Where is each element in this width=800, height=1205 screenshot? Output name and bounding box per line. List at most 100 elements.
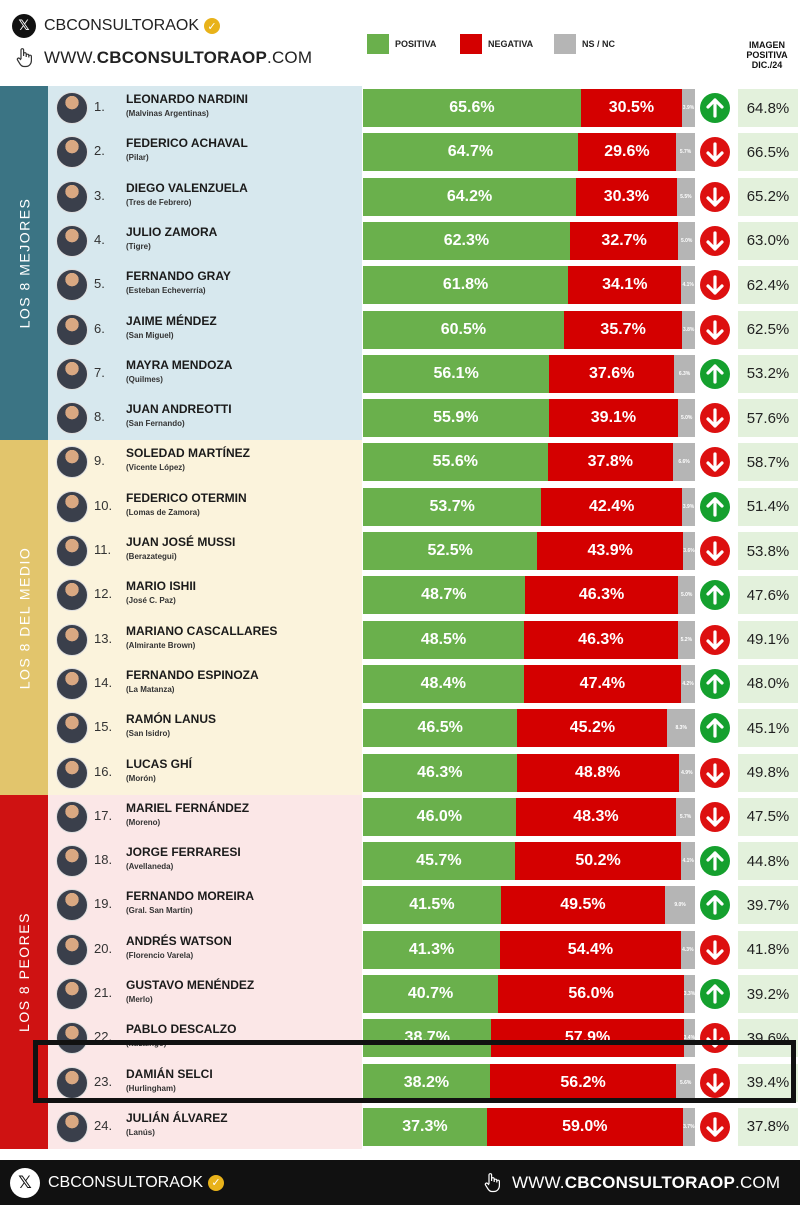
table-row: 16. LUCAS GHÍ (Morón) 46.3% 48.8% 4.9% 49.8% bbox=[0, 751, 800, 795]
label-positive: 40.7% bbox=[407, 985, 454, 1002]
bar-nsnc: 4.2% bbox=[681, 664, 695, 703]
label-nsnc: 3.8% bbox=[682, 326, 695, 333]
bar-negative: 45.2% bbox=[517, 709, 668, 748]
table-row: 19. FERNANDO MOREIRA (Gral. San Martín) 41.… bbox=[0, 883, 800, 927]
stacked-bar: 38.2% 56.2% 5.6% bbox=[363, 1063, 695, 1102]
bar-negative: 32.7% bbox=[569, 221, 679, 260]
imagen-dic24-value: 37.8% bbox=[738, 1107, 798, 1146]
imagen-dic24-value: 63.0% bbox=[738, 221, 798, 260]
rank-number: 20. bbox=[94, 940, 113, 956]
bar-negative: 49.5% bbox=[500, 886, 666, 925]
bar-positive: 40.7% bbox=[363, 975, 499, 1013]
footer-website-bold: CBCONSULTORAOP bbox=[564, 1172, 736, 1192]
rank-number: 16. bbox=[94, 763, 113, 779]
imagen-dic24-value: 49.1% bbox=[738, 620, 798, 659]
label-nsnc: 3.7% bbox=[683, 1123, 695, 1130]
bar-positive: 48.4% bbox=[363, 664, 524, 703]
bar-positive: 65.6% bbox=[363, 89, 581, 127]
bar-negative: 56.2% bbox=[489, 1063, 677, 1102]
table-row: 6. JAIME MÉNDEZ (San Miguel) 60.5% 35.7% 3.8%… bbox=[0, 308, 800, 352]
district-name: (Tres de Febrero) bbox=[126, 197, 192, 207]
table-row: 1. LEONARDO NARDINI (Malvinas Argentinas) 6… bbox=[0, 86, 800, 130]
website-link[interactable]: WWW.CBCONSULTORAOP.COM bbox=[44, 48, 312, 68]
label-negative: 46.3% bbox=[578, 586, 625, 604]
imagen-dic24-value: 41.8% bbox=[738, 930, 798, 969]
imagen-dic24-value: 39.6% bbox=[738, 1019, 798, 1058]
imagen-dic24-value: 39.4% bbox=[738, 1063, 798, 1102]
bar-nsnc: 4.3% bbox=[680, 930, 695, 969]
label-positive: 48.5% bbox=[420, 630, 467, 648]
group-background-3 bbox=[48, 794, 362, 1150]
label-negative: 49.5% bbox=[560, 896, 606, 914]
bar-positive: 37.3% bbox=[363, 1107, 487, 1146]
footer-website-link[interactable]: WWW.CBCONSULTORAOP.COM bbox=[512, 1173, 780, 1193]
imagen-dic24-value: 49.8% bbox=[738, 753, 798, 792]
group-band-2 bbox=[0, 440, 48, 795]
footer-pointer-hand-icon bbox=[480, 1171, 504, 1195]
bar-negative: 35.7% bbox=[563, 310, 683, 349]
table-row: 20. ANDRÉS WATSON (Florencio Varela) 41.3% 5… bbox=[0, 928, 800, 972]
label-nsnc: 3.9% bbox=[682, 105, 695, 111]
table-row: 10. FEDERICO OTERMIN (Lomas de Zamora) 53.7… bbox=[0, 485, 800, 529]
arrow-up-icon bbox=[700, 580, 730, 611]
arrow-down-icon bbox=[700, 1067, 730, 1098]
arrow-down-icon bbox=[700, 314, 730, 345]
bar-positive: 55.9% bbox=[363, 399, 549, 438]
label-nsnc: 3.9% bbox=[682, 503, 695, 510]
bar-negative: 47.4% bbox=[523, 664, 682, 703]
brand-website-row: WWW.CBCONSULTORAOP.COM bbox=[12, 46, 312, 70]
arrow-down-icon bbox=[700, 447, 730, 478]
label-negative: 48.8% bbox=[575, 763, 621, 781]
legend-nsnc: NS / NC bbox=[554, 34, 615, 54]
stacked-bar: 38.7% 57.9% 3.4% bbox=[363, 1019, 695, 1058]
rank-number: 19. bbox=[94, 896, 113, 912]
arrow-up-icon bbox=[700, 846, 730, 877]
legend-label-nsnc: NS / NC bbox=[582, 39, 616, 49]
mayor-name: MARIEL FERNÁNDEZ bbox=[126, 800, 250, 815]
stacked-bar: 60.5% 35.7% 3.8% bbox=[363, 310, 695, 349]
bar-negative: 42.4% bbox=[541, 487, 683, 526]
bar-nsnc: 5.6% bbox=[676, 1063, 695, 1102]
label-negative: 32.7% bbox=[601, 231, 647, 249]
label-positive: 45.7% bbox=[416, 852, 462, 870]
mayor-name: GUSTAVO MENÉNDEZ bbox=[126, 978, 255, 992]
bar-nsnc: 5.7% bbox=[676, 133, 695, 172]
mayor-name: ANDRÉS WATSON bbox=[126, 933, 232, 948]
imagen-dic24-value: 66.5% bbox=[738, 133, 798, 172]
mayor-name: MARIO ISHII bbox=[126, 579, 197, 594]
district-name: (Morón) bbox=[126, 773, 156, 783]
footer-website-row: WWW.CBCONSULTORAOP.COM bbox=[480, 1160, 780, 1205]
stacked-bar: 46.0% 48.3% 5.7% bbox=[363, 797, 695, 836]
bar-positive: 64.7% bbox=[363, 133, 578, 172]
label-positive: 53.7% bbox=[429, 497, 475, 515]
avatar bbox=[56, 1066, 88, 1099]
district-name: (Gral. San Martín) bbox=[126, 906, 193, 916]
label-negative: 47.4% bbox=[579, 674, 626, 692]
mayor-name: FERNANDO ESPINOZA bbox=[126, 667, 259, 682]
rank-number: 7. bbox=[94, 364, 105, 380]
bar-negative: 43.9% bbox=[537, 532, 684, 570]
stacked-bar: 48.7% 46.3% 5.0% bbox=[363, 576, 695, 615]
label-negative: 59.0% bbox=[562, 1117, 608, 1135]
label-positive: 38.7% bbox=[404, 1029, 450, 1047]
label-nsnc: 4.2% bbox=[682, 680, 694, 687]
imagen-dic24-value: 48.0% bbox=[738, 664, 798, 703]
avatar bbox=[56, 889, 88, 922]
avatar bbox=[56, 1022, 88, 1055]
avatar bbox=[56, 446, 88, 479]
bar-positive: 55.6% bbox=[363, 443, 548, 482]
rank-number: 6. bbox=[94, 320, 105, 336]
label-positive: 55.9% bbox=[433, 409, 479, 427]
imagen-dic24-value: 57.6% bbox=[738, 399, 798, 438]
label-positive: 41.5% bbox=[409, 896, 455, 914]
mayor-name: LUCAS GHÍ bbox=[126, 756, 192, 771]
bar-positive: 48.7% bbox=[363, 576, 525, 615]
label-nsnc: 5.0% bbox=[680, 237, 693, 244]
table-row: 7. MAYRA MENDOZA (Quilmes) 56.1% 37.6% 6.3% 53… bbox=[0, 352, 800, 396]
arrow-down-icon bbox=[700, 536, 730, 566]
stacked-bar: 55.6% 37.8% 6.6% bbox=[363, 443, 695, 482]
arrow-down-icon bbox=[700, 934, 730, 965]
label-nsnc: 3.3% bbox=[684, 991, 695, 997]
table-row: 15. RAMÓN LANUS (San Isidro) 46.5% 45.2% 8.3%… bbox=[0, 706, 800, 750]
label-nsnc: 3.4% bbox=[683, 1035, 695, 1042]
